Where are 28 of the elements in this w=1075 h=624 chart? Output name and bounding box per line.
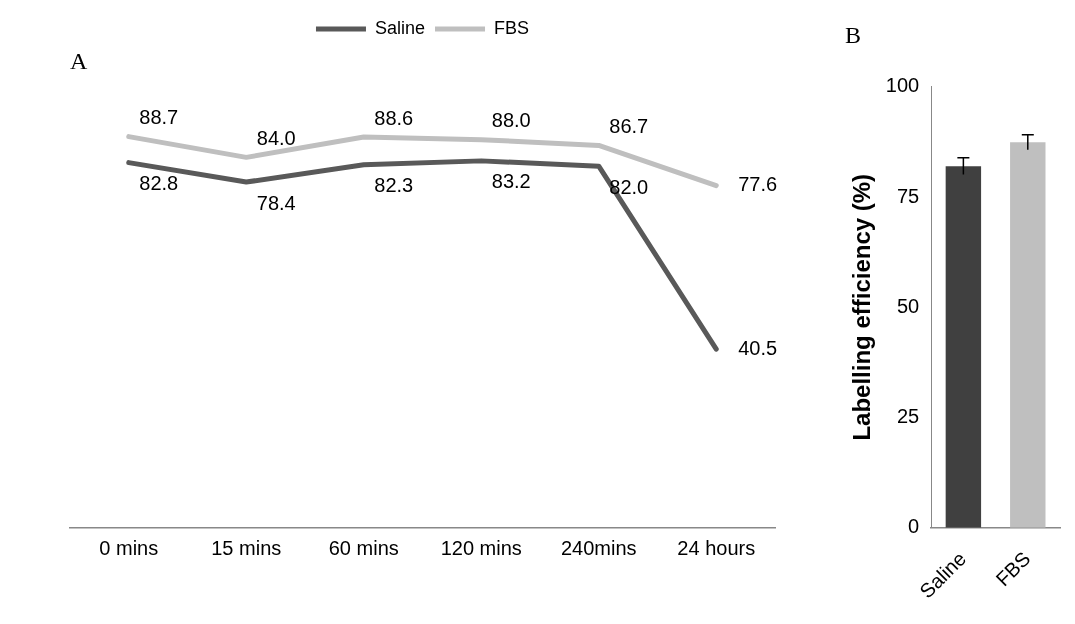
data-label: 82.3 <box>374 174 414 197</box>
y-tick-label: 0 <box>908 515 920 538</box>
legend-label: FBS <box>494 17 530 38</box>
chart-title: A <box>70 47 88 74</box>
data-label: 86.7 <box>609 114 649 137</box>
y-tick-label: 75 <box>896 184 920 207</box>
x-tick-label: 15 mins <box>211 537 282 560</box>
data-label: 88.7 <box>139 106 179 129</box>
data-label: 88.6 <box>374 106 414 129</box>
chart-title: B <box>845 21 862 48</box>
data-label: 84.0 <box>256 126 296 149</box>
legend-label: Saline <box>374 17 426 38</box>
y-tick-label: 50 <box>896 294 920 317</box>
data-label: 78.4 <box>256 191 296 214</box>
x-tick-label: 0 mins <box>99 537 159 560</box>
x-tick-label: 120 mins <box>440 537 522 560</box>
y-tick-label: 25 <box>896 405 920 427</box>
x-tick-label: 60 mins <box>328 537 399 560</box>
y-axis-title: Labelling efficiency (%) <box>848 173 876 441</box>
data-label: 77.6 <box>738 173 778 196</box>
data-label: 88.0 <box>491 109 531 132</box>
y-tick-label: 100 <box>885 74 920 97</box>
data-label: 40.5 <box>738 336 778 359</box>
data-label: 83.2 <box>491 170 531 193</box>
x-tick-label: FBS <box>991 547 1035 591</box>
x-tick-label: 240mins <box>560 537 637 560</box>
data-label: 82.8 <box>139 172 179 195</box>
x-tick-label: 24 hours <box>677 537 756 560</box>
